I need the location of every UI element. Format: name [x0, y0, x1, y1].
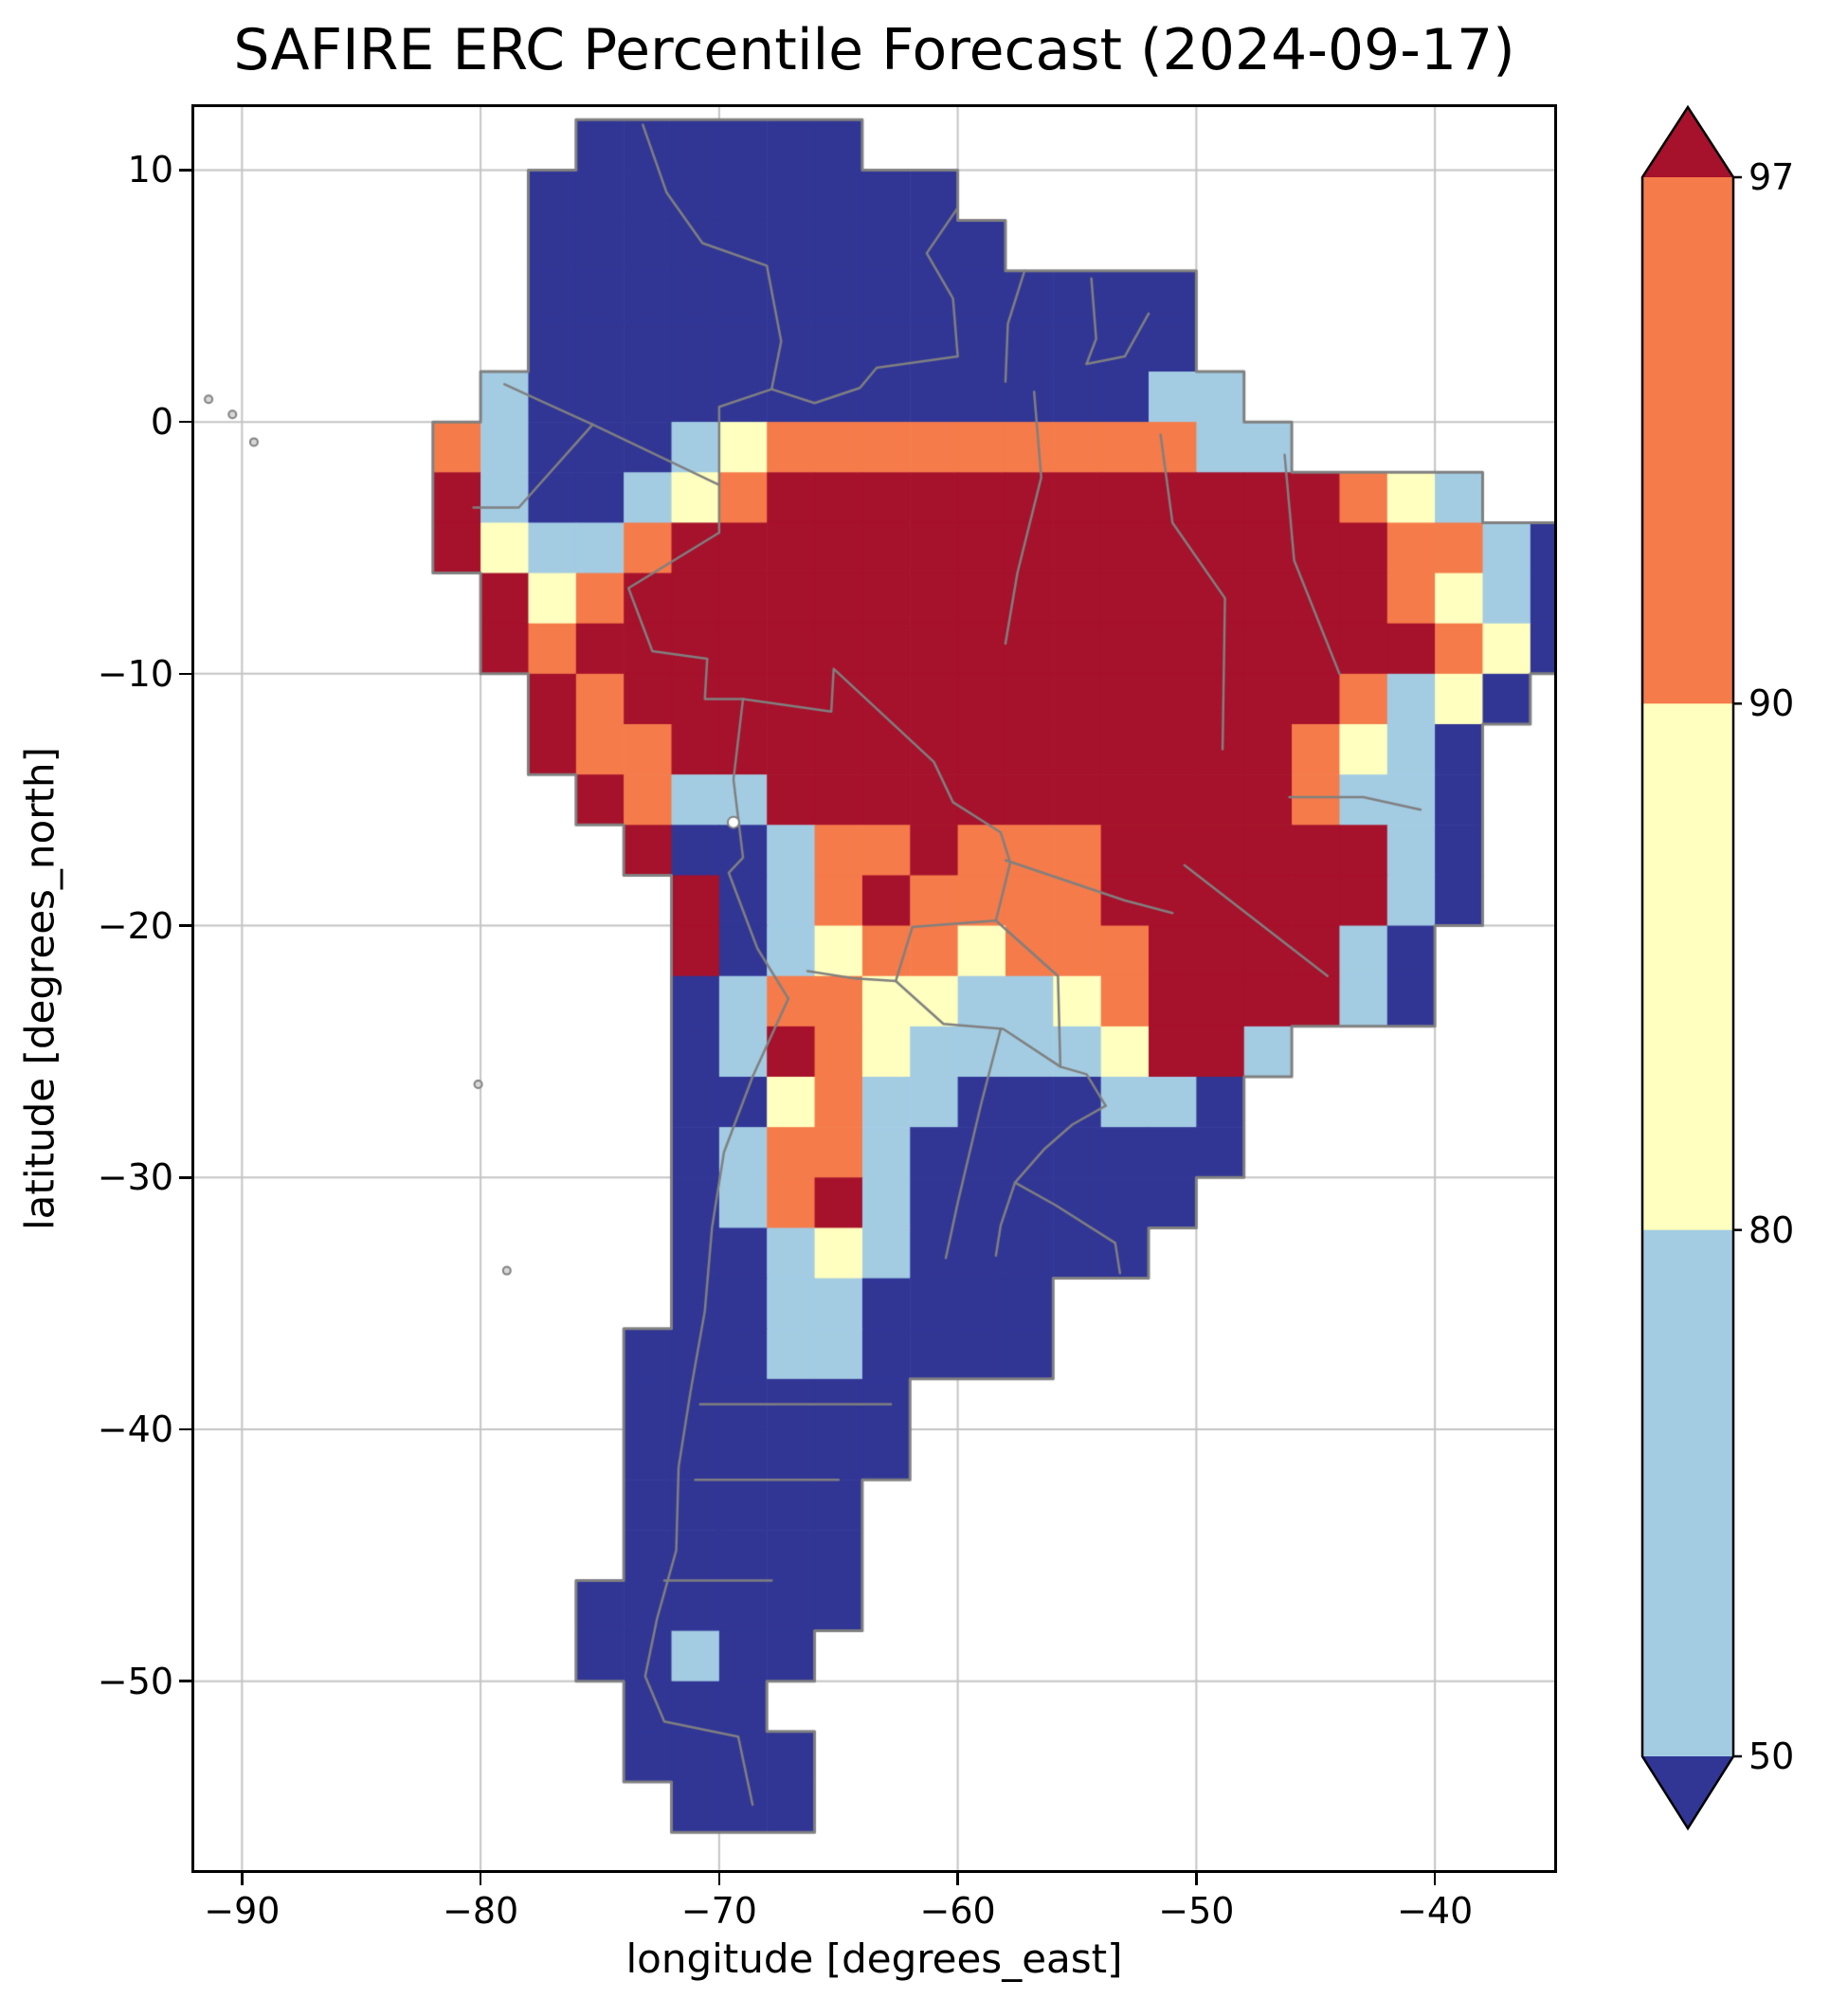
y-tick-mark: [179, 1176, 191, 1179]
x-tick-mark: [1433, 1873, 1437, 1885]
x-tick-mark: [1195, 1873, 1198, 1885]
x-tick-label: −40: [1397, 1890, 1474, 1932]
x-tick-mark: [479, 1873, 482, 1885]
x-tick-mark: [717, 1873, 721, 1885]
y-tick-label: 10: [127, 149, 173, 191]
y-tick-label: −40: [97, 1408, 173, 1450]
y-tick-mark: [179, 924, 191, 927]
chart-title: SAFIRE ERC Percentile Forecast (2024-09-…: [233, 17, 1515, 83]
y-tick-label: −30: [97, 1156, 173, 1199]
x-tick-label: −60: [919, 1890, 996, 1932]
colorbar-tick-label: 90: [1748, 682, 1795, 725]
colorbar-tick-label: 50: [1748, 1735, 1795, 1777]
x-tick-label: −80: [442, 1890, 519, 1932]
x-tick-label: −50: [1158, 1890, 1235, 1932]
y-tick-mark: [179, 420, 191, 424]
x-axis-label: longitude [degrees_east]: [625, 1935, 1123, 1982]
y-tick-mark: [179, 169, 191, 172]
colorbar-tick-label: 97: [1748, 156, 1795, 198]
y-tick-label: −20: [97, 904, 173, 947]
x-tick-mark: [241, 1873, 244, 1885]
map-plot-area: [191, 104, 1557, 1873]
y-tick-label: −50: [97, 1660, 173, 1702]
y-tick-label: −10: [97, 652, 173, 695]
south-america-percentile-map-canvas: [194, 107, 1554, 1870]
x-tick-label: −90: [204, 1890, 281, 1932]
y-tick-mark: [179, 672, 191, 676]
x-tick-mark: [956, 1873, 959, 1885]
y-tick-mark: [179, 1680, 191, 1682]
colorbar: [1640, 105, 1742, 1831]
x-tick-label: −70: [680, 1890, 757, 1932]
y-tick-mark: [179, 1427, 191, 1431]
y-tick-label: 0: [150, 401, 173, 444]
colorbar-tick-label: 80: [1748, 1208, 1795, 1251]
